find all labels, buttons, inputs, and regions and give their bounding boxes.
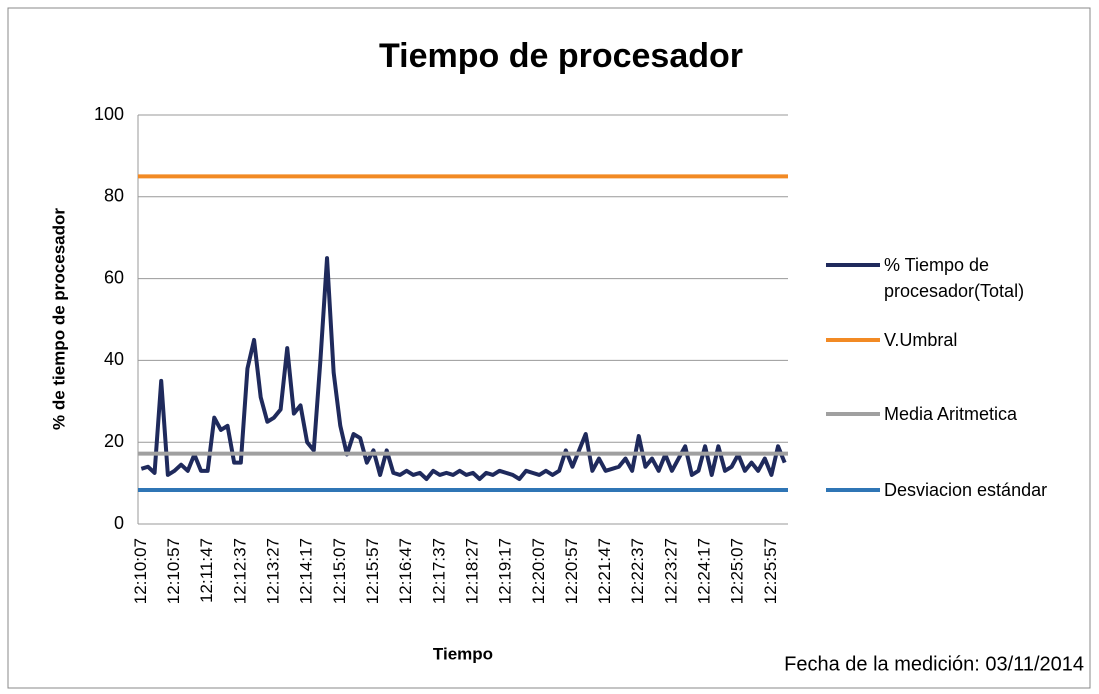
x-tick-label: 12:13:27 — [263, 538, 282, 604]
x-tick-label: 12:20:57 — [562, 538, 581, 604]
x-tick-label: 12:17:37 — [429, 538, 448, 604]
footnote: Fecha de la medición: 03/11/2014 — [784, 653, 1084, 675]
x-tick-label: 12:18:27 — [462, 538, 481, 604]
legend-item: Desviacion estándar — [826, 477, 1076, 503]
legend-label: % Tiempo de procesador(Total) — [884, 255, 1025, 301]
x-tick-label: 12:19:17 — [496, 538, 515, 604]
legend-label: Media Aritmetica — [884, 404, 1018, 424]
chart-title: Tiempo de procesador — [379, 37, 743, 75]
series-line — [140, 256, 787, 482]
legend-swatch — [826, 263, 880, 267]
y-tick-label: 60 — [104, 267, 124, 287]
x-tick-label: 12:11:47 — [197, 538, 216, 603]
legend-item: Media Aritmetica — [826, 401, 1076, 427]
y-tick-label: 0 — [114, 513, 124, 533]
x-tick-label: 12:10:07 — [131, 538, 150, 604]
x-tick-label: 12:22:37 — [628, 538, 647, 604]
x-tick-label: 12:14:17 — [297, 538, 316, 604]
x-tick-label: 12:12:37 — [230, 538, 249, 604]
legend-item: V.Umbral — [826, 327, 1076, 353]
x-tick-label: 12:10:57 — [164, 538, 183, 604]
y-tick-label: 80 — [104, 186, 124, 206]
legend-label: Desviacion estándar — [884, 480, 1048, 500]
x-tick-label: 12:25:07 — [728, 538, 747, 604]
x-tick-label: 12:24:17 — [695, 538, 714, 604]
x-axis-title: Tiempo — [433, 644, 493, 663]
legend-swatch — [826, 412, 880, 416]
legend-swatch — [826, 488, 880, 492]
y-axis-title: % de tiempo de procesador — [49, 208, 68, 430]
y-tick-label: 40 — [104, 349, 124, 369]
y-tick-label: 100 — [94, 104, 124, 124]
legend-item: % Tiempo de procesador(Total) — [826, 252, 1076, 304]
legend-swatch — [826, 338, 880, 342]
x-tick-label: 12:21:47 — [595, 538, 614, 604]
x-tick-label: 12:15:07 — [330, 538, 349, 604]
x-tick-label: 12:20:07 — [529, 538, 548, 604]
y-tick-label: 20 — [104, 431, 124, 451]
x-tick-label: 12:23:27 — [661, 538, 680, 604]
x-tick-label: 12:16:47 — [396, 538, 415, 604]
frame-border — [7, 7, 1091, 689]
x-tick-label: 12:15:57 — [363, 538, 382, 604]
x-tick-label: 12:25:57 — [761, 538, 780, 604]
legend-label: V.Umbral — [884, 330, 958, 350]
